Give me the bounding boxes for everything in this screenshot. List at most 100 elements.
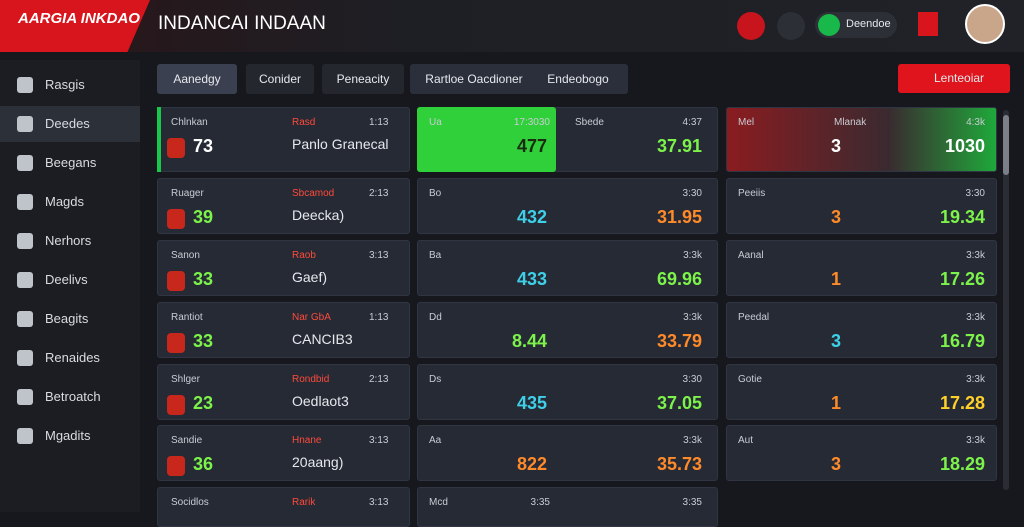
pill-icon (818, 14, 840, 36)
odds-card[interactable] (417, 425, 718, 481)
card-score: 33 (193, 331, 214, 351)
tab[interactable]: Endeobogo (547, 72, 609, 86)
card-label: Dd (429, 312, 442, 323)
card-mid: Mlanak (834, 117, 867, 128)
card-name: Panlo Granecal (292, 136, 389, 152)
sidebar-item[interactable]: Renaides (0, 340, 140, 376)
card-value: 822 (516, 454, 547, 474)
card-label: Ba (429, 250, 442, 261)
card-odds: 4:37 (682, 117, 702, 128)
tab-bar (410, 64, 628, 94)
card-label: Aut (738, 435, 754, 446)
card-odds: 3:30 (682, 188, 702, 199)
result-card[interactable] (726, 107, 997, 172)
card-value: 17.26 (939, 269, 985, 289)
card-label: Chlnkan (171, 117, 208, 128)
card-label: Sandie (171, 435, 203, 446)
card-odds: 3:3k (683, 312, 702, 323)
card-value: 8.44 (511, 331, 547, 351)
sidebar-item[interactable]: Rasgis (0, 67, 140, 103)
result-card[interactable] (726, 364, 997, 420)
action-button[interactable]: Lenteoiar (898, 64, 1010, 93)
sidebar-item[interactable]: Mgadits (0, 418, 140, 454)
match-card[interactable] (157, 425, 410, 481)
card-value: 18.29 (939, 454, 985, 474)
card-odds: 3:30 (965, 188, 985, 199)
card-count: 3 (831, 136, 842, 156)
sidebar-item[interactable]: Deedes (0, 106, 140, 142)
match-card[interactable] (157, 364, 410, 420)
card-odds: 3:3k (683, 435, 702, 446)
tab[interactable]: Peneacity (322, 64, 404, 94)
card-odds: 2:13 (369, 374, 389, 385)
team-badge (167, 333, 185, 353)
card-odds: 3:13 (369, 250, 389, 261)
scroll-thumb[interactable] (1003, 115, 1009, 175)
card-score: 39 (193, 207, 214, 227)
avatar[interactable] (965, 4, 1005, 44)
result-card[interactable] (726, 178, 997, 234)
team-badge (167, 456, 185, 476)
card-odds: 4:3k (966, 117, 985, 128)
result-card[interactable] (726, 240, 997, 296)
card-label: Socidlos (171, 497, 209, 508)
match-card[interactable] (157, 240, 410, 296)
card-value: 17.28 (939, 393, 985, 413)
result-card[interactable] (726, 425, 997, 481)
card-value: 37.91 (656, 136, 702, 156)
match-card[interactable] (157, 178, 410, 234)
card-tag: Rarik (292, 497, 316, 508)
flag-icon[interactable] (918, 12, 938, 36)
odds-card[interactable] (417, 178, 718, 234)
odds-card[interactable] (417, 240, 718, 296)
card-count: 1 (831, 269, 842, 289)
logo[interactable]: AARGIA INKDAO (0, 0, 150, 52)
icon-button[interactable] (777, 12, 805, 40)
card-tag: Hnane (292, 435, 322, 446)
page-title: INDANCAI INDAAN (158, 13, 326, 34)
card-count: 1 (831, 393, 842, 413)
sidebar-item[interactable]: Beagits (0, 301, 140, 337)
sidebar-item[interactable]: Nerhors (0, 223, 140, 259)
card-label: Ds (429, 374, 442, 385)
sidebar-item[interactable]: Magds (0, 184, 140, 220)
card-odds: 1:13 (369, 312, 389, 323)
team-badge (167, 395, 185, 415)
match-card[interactable] (157, 302, 410, 358)
sidebar-item[interactable]: Betroatch (0, 379, 140, 415)
card-odds: 3:35 (682, 497, 702, 508)
sidebar-item[interactable]: Deelivs (0, 262, 140, 298)
odds-card[interactable] (417, 302, 718, 358)
sidebar-item[interactable]: Beegans (0, 145, 140, 181)
card-label: Ua (429, 117, 442, 128)
header: AARGIA INKDAO INDANCAI INDAAN Deendoe (0, 0, 1024, 52)
card-label: Sanon (171, 250, 200, 261)
card-odds: 3:3k (966, 312, 985, 323)
scrollbar (1003, 110, 1009, 490)
card-value: 477 (516, 136, 547, 156)
tab[interactable]: Rartloe Oacdioner (425, 72, 523, 86)
card-tag: Rondbid (292, 374, 330, 385)
card-label: Gotie (738, 374, 762, 385)
card-label: Ruager (171, 188, 204, 199)
odds-card[interactable] (417, 364, 718, 420)
card-value: 35.73 (656, 454, 702, 474)
card-score: 23 (193, 393, 214, 413)
tab[interactable]: Aanedgy (157, 64, 237, 94)
card-score: 36 (193, 454, 214, 474)
card-count: 3 (831, 207, 842, 227)
card-value: 19.34 (939, 207, 985, 227)
result-card[interactable] (726, 302, 997, 358)
card-odds: 3:3k (966, 374, 985, 385)
user-name: Deendoe (846, 18, 891, 30)
card-odds: 3:3k (966, 250, 985, 261)
tab[interactable]: Conider (246, 64, 314, 94)
card-label: Rantiot (171, 312, 203, 323)
card-label: Mcd (429, 497, 448, 508)
card-tag: Sbcamod (292, 188, 335, 199)
card-odds: 2:13 (369, 188, 389, 199)
card-value: 432 (516, 207, 547, 227)
card-value: 435 (516, 393, 547, 413)
icon-button[interactable] (737, 12, 765, 40)
